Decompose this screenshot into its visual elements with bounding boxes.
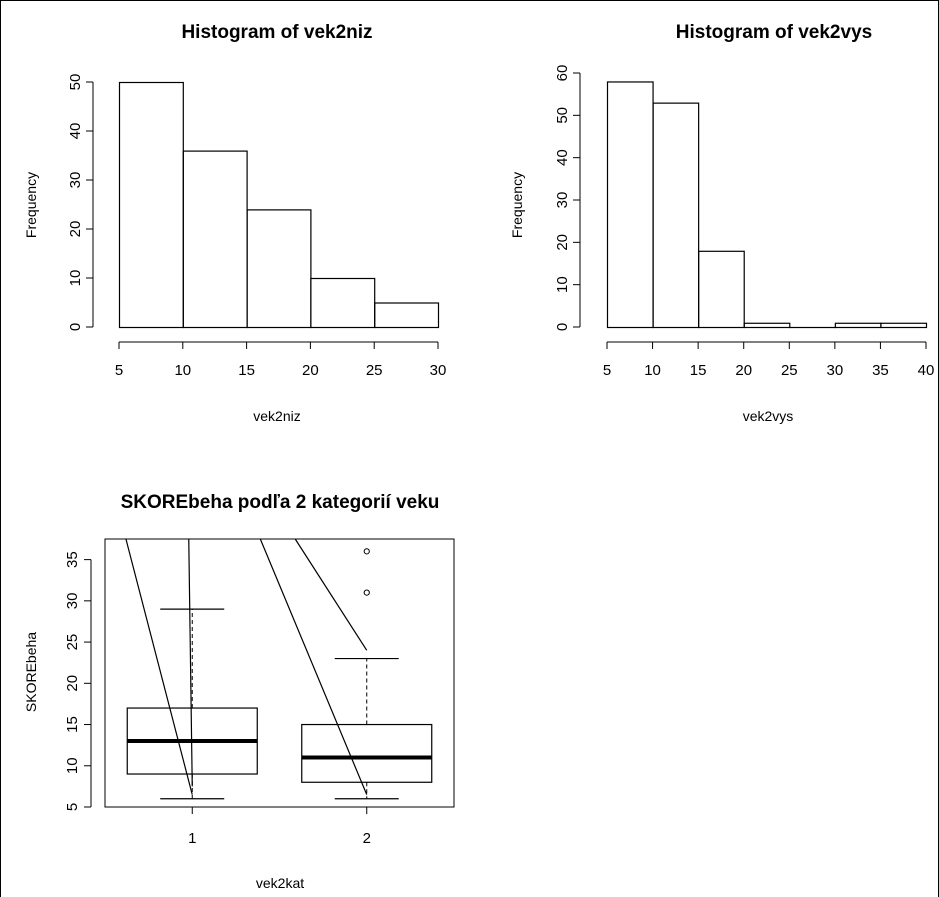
boxplot-box-group — [301, 548, 433, 800]
boxplot-boxes — [125, 538, 433, 800]
histogram-vek2niz-x-axis: 5 10 15 20 25 30 — [115, 341, 447, 379]
histogram-vek2vys-y-axis: 0 10 20 30 40 50 60 — [554, 65, 581, 331]
boxplot-ylabel: SKOREbeha — [23, 632, 39, 712]
histogram-vek2vys-xlabel: vek2vys — [743, 408, 794, 424]
x-tick-label: 5 — [115, 362, 123, 379]
histogram-vek2niz-ylabel: Frequency — [23, 172, 39, 238]
boxplot-skorebeha: SKOREbeha podľa 2 kategorií veku vek2kat… — [23, 492, 455, 891]
y-tick-label: 30 — [554, 192, 571, 209]
y-tick-label: 15 — [64, 716, 81, 733]
x-tick-label: 10 — [174, 362, 191, 379]
y-tick-label: 20 — [67, 221, 84, 238]
y-tick-label: 25 — [64, 634, 81, 651]
histogram-bar — [182, 150, 248, 329]
x-tick-label: 35 — [872, 362, 889, 379]
histogram-vek2vys-ylabel: Frequency — [509, 172, 525, 238]
x-tick-label: 2 — [363, 830, 371, 847]
histogram-bar — [880, 322, 928, 329]
y-tick-label: 40 — [67, 123, 84, 140]
x-tick-label: 25 — [781, 362, 798, 379]
boxplot-box — [301, 723, 433, 783]
histogram-bar — [310, 277, 376, 329]
histogram-vek2niz-bars — [118, 81, 440, 329]
x-tick-label: 10 — [644, 362, 661, 379]
histogram-vek2vys-x-axis: 5 10 15 20 25 30 35 40 — [603, 341, 935, 379]
x-tick-label: 30 — [430, 362, 447, 379]
y-tick-label: 10 — [554, 276, 571, 293]
histogram-vek2vys: Histogram of vek2vys vek2vys Frequency 5… — [509, 22, 934, 424]
boxplot-diagonal-line — [125, 538, 193, 795]
boxplot-diagonal-line — [294, 538, 368, 651]
y-tick-label: 20 — [64, 675, 81, 692]
boxplot-box-group — [126, 608, 258, 800]
y-tick-label: 10 — [64, 757, 81, 774]
x-tick-label: 40 — [918, 362, 935, 379]
x-tick-label: 20 — [302, 362, 319, 379]
y-tick-label: 30 — [64, 593, 81, 610]
boxplot-frame — [104, 538, 455, 808]
y-tick-label: 0 — [67, 323, 84, 331]
histogram-vek2niz-xlabel: vek2niz — [253, 408, 300, 424]
histogram-vek2vys-title: Histogram of vek2vys — [676, 22, 872, 43]
y-tick-label: 40 — [554, 149, 571, 166]
x-tick-label: 15 — [690, 362, 707, 379]
boxplot-outlier — [363, 589, 370, 596]
boxplot-diagonal-line — [259, 538, 368, 795]
y-tick-label: 50 — [67, 74, 84, 91]
histogram-vek2niz-y-axis: 0 10 20 30 40 50 — [67, 74, 94, 331]
boxplot-y-axis: 5 10 15 20 25 30 35 — [64, 551, 92, 811]
histogram-bar — [118, 81, 184, 329]
histogram-bar — [698, 250, 745, 329]
x-tick-label: 1 — [188, 830, 196, 847]
x-tick-label: 5 — [603, 362, 611, 379]
histogram-vek2niz-title: Histogram of vek2niz — [181, 22, 372, 43]
x-tick-label: 30 — [827, 362, 844, 379]
y-tick-label: 60 — [554, 65, 571, 82]
boxplot-xlabel: vek2kat — [256, 875, 304, 891]
y-tick-label: 30 — [67, 172, 84, 189]
y-tick-label: 0 — [554, 323, 571, 331]
x-tick-label: 15 — [238, 362, 255, 379]
histogram-bar — [246, 209, 312, 329]
y-tick-label: 10 — [67, 270, 84, 287]
histogram-bar — [606, 81, 654, 329]
histogram-bar — [374, 302, 440, 329]
y-tick-label: 35 — [64, 551, 81, 568]
histogram-bar — [834, 322, 882, 329]
boxplot-outlier — [363, 548, 370, 555]
x-tick-label: 25 — [366, 362, 383, 379]
histogram-bar — [652, 102, 700, 329]
boxplot-title: SKOREbeha podľa 2 kategorií veku — [121, 492, 440, 513]
y-tick-label: 5 — [64, 803, 81, 811]
histogram-vek2niz: Histogram of vek2niz vek2niz Frequency 5… — [23, 22, 446, 424]
histogram-bar — [743, 322, 791, 329]
histogram-vek2vys-bars — [606, 81, 928, 329]
y-tick-label: 20 — [554, 234, 571, 251]
x-tick-label: 20 — [735, 362, 752, 379]
boxplot-diagonal-line — [188, 538, 193, 787]
y-tick-label: 50 — [554, 107, 571, 124]
